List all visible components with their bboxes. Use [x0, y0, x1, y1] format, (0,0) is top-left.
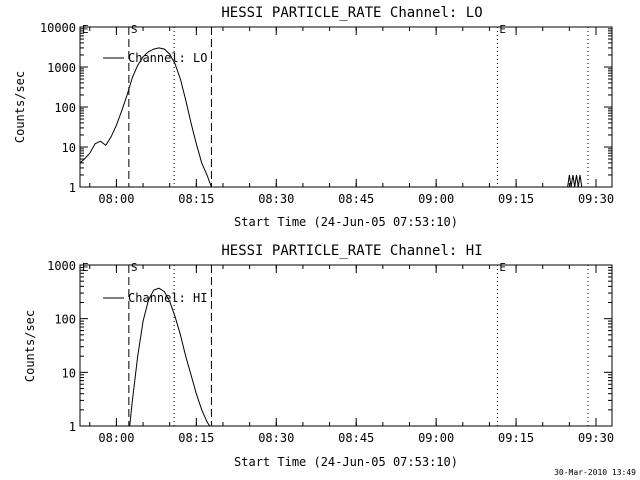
legend-label: Channel: LO [128, 51, 207, 65]
y-tick-label: 1000 [47, 259, 76, 273]
y-axis-label: Counts/sec [23, 310, 37, 382]
legend: Channel: HI [103, 291, 207, 305]
y-tick-label: 1 [69, 420, 76, 434]
y-tick-label: 10 [62, 366, 76, 380]
x-tick-label: 09:15 [498, 431, 534, 445]
y-tick-label: 10 [62, 141, 76, 155]
x-axis-label: Start Time (24-Jun-05 07:53:10) [234, 215, 458, 229]
event-marker-label: E [82, 23, 89, 36]
x-tick-label: 09:30 [578, 192, 614, 206]
event-marker-label: E [499, 261, 506, 274]
event-marker-label: S [131, 261, 138, 274]
chart-title: HESSI PARTICLE_RATE Channel: HI [221, 243, 482, 259]
series-line [79, 47, 212, 188]
chart-panel-lo: HESSI PARTICLE_RATE Channel: LO Counts/s… [13, 5, 614, 229]
x-tick-label: 08:30 [258, 192, 294, 206]
y-tick-label: 100 [54, 313, 76, 327]
legend-label: Channel: HI [128, 291, 207, 305]
x-tick-label: 09:00 [418, 431, 454, 445]
footer-timestamp: 30-Mar-2010 13:49 [554, 468, 636, 477]
x-tick-label: 08:00 [98, 192, 134, 206]
chart-title: HESSI PARTICLE_RATE Channel: LO [221, 5, 482, 21]
x-tick-label: 08:30 [258, 431, 294, 445]
x-tick-label: 08:15 [178, 431, 214, 445]
legend: Channel: LO [103, 51, 207, 65]
event-marker-label: E [82, 261, 89, 274]
x-tick-label: 08:00 [98, 431, 134, 445]
x-tick-label: 08:15 [178, 192, 214, 206]
y-tick-label: 1 [69, 181, 76, 195]
y-tick-label: 10000 [40, 21, 76, 35]
x-axis-label: Start Time (24-Jun-05 07:53:10) [234, 455, 458, 469]
series-line [129, 287, 211, 427]
x-tick-label: 08:45 [338, 192, 374, 206]
y-axis-label: Counts/sec [13, 71, 27, 143]
event-marker-label: S [131, 23, 138, 36]
series-line [567, 174, 583, 188]
x-tick-label: 08:45 [338, 431, 374, 445]
x-tick-label: 09:00 [418, 192, 454, 206]
chart-panel-hi: HESSI PARTICLE_RATE Channel: HI Counts/s… [23, 243, 614, 469]
event-marker-label: E [499, 23, 506, 36]
y-tick-label: 100 [54, 101, 76, 115]
y-tick-label: 1000 [47, 61, 76, 75]
x-tick-label: 09:15 [498, 192, 534, 206]
x-tick-label: 09:30 [578, 431, 614, 445]
